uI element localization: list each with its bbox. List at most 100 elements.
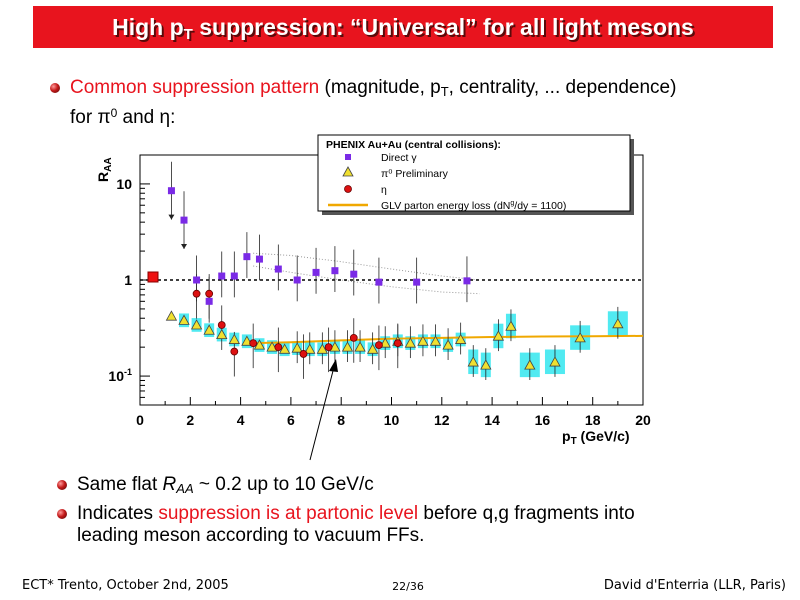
eta-point bbox=[349, 333, 358, 342]
bullet-3-highlight: suppression is at partonic level bbox=[158, 503, 419, 524]
footer-right: David d'Enterria (LLR, Paris) bbox=[603, 578, 786, 593]
x-tick-label: 18 bbox=[585, 412, 601, 428]
x-tick-label: 4 bbox=[237, 412, 245, 428]
pi0-point bbox=[366, 343, 379, 354]
eta-point bbox=[324, 343, 333, 352]
eta-point bbox=[205, 289, 214, 298]
pi0-point bbox=[291, 342, 303, 353]
glv-curve bbox=[253, 334, 644, 345]
bullet-icon bbox=[57, 480, 67, 490]
slide-title: High pT suppression: “Universal” for all… bbox=[112, 14, 694, 43]
direct-photon-point bbox=[218, 272, 226, 280]
footer-left: ECT* Trento, October 2nd, 2005 bbox=[22, 578, 229, 593]
x-tick-label: 12 bbox=[434, 412, 450, 428]
bullet-3-line-2: leading meson according to vacuum FFs. bbox=[77, 525, 425, 546]
chart-legend: PHENIX Au+Au (central collisions): Direc… bbox=[317, 134, 634, 215]
x-tick-label: 6 bbox=[287, 412, 295, 428]
direct-photon-point bbox=[180, 216, 188, 224]
legend-title: PHENIX Au+Au (central collisions): bbox=[326, 139, 501, 151]
direct-photon-point bbox=[167, 187, 175, 195]
pi0-point bbox=[278, 343, 291, 354]
pi0-point bbox=[454, 333, 467, 344]
bullet-2: Same flat RAA ~ 0.2 up to 10 GeV/c bbox=[77, 474, 374, 496]
x-tick-label: 16 bbox=[535, 412, 551, 428]
x-tick-label: 14 bbox=[484, 412, 500, 428]
pi0-point bbox=[228, 333, 240, 344]
pi0-point bbox=[612, 317, 624, 329]
bullet-1-line-2: for π0 and η: bbox=[70, 106, 176, 128]
pi0-point bbox=[524, 359, 536, 370]
pi0-point bbox=[341, 341, 354, 352]
pi0-point bbox=[316, 343, 329, 354]
pi0-point bbox=[442, 339, 454, 350]
upper-limit-arrowhead bbox=[168, 214, 175, 220]
y-tick-label: 10-1 bbox=[108, 367, 132, 384]
direct-photon-point bbox=[193, 276, 201, 284]
x-tick-label: 2 bbox=[186, 412, 194, 428]
pi0-point bbox=[216, 328, 228, 340]
pi0-point bbox=[304, 343, 316, 354]
pi0-point bbox=[190, 319, 203, 330]
legend-eta-label: η bbox=[381, 184, 387, 196]
x-tick-label: 10 bbox=[384, 412, 400, 428]
pi0-point bbox=[574, 332, 586, 343]
direct-photon-point bbox=[274, 265, 282, 273]
pi0-point bbox=[480, 359, 492, 370]
legend-eta-marker bbox=[344, 185, 352, 193]
eta-point bbox=[375, 341, 383, 350]
y-axis-label: RAA bbox=[95, 157, 114, 182]
pi0-point bbox=[549, 356, 561, 367]
footer-page-number: 22/36 bbox=[392, 580, 424, 593]
pi0-point bbox=[253, 339, 266, 350]
direct-photon-point bbox=[413, 278, 421, 286]
eta-point bbox=[274, 343, 283, 352]
direct-photon-point bbox=[331, 267, 339, 275]
pi0-point bbox=[203, 324, 215, 335]
direct-photon-point bbox=[312, 268, 320, 276]
data-points bbox=[165, 187, 624, 370]
eta-point bbox=[230, 347, 239, 356]
direct-photon-point bbox=[293, 276, 301, 284]
pi0-point bbox=[417, 335, 429, 346]
direct-photon-point bbox=[243, 253, 251, 261]
legend-glv-label: GLV parton energy loss (dNg/dy = 1100) bbox=[381, 200, 566, 212]
legend-pi0-label: π⁰ Preliminary bbox=[381, 168, 449, 180]
pi0-point bbox=[505, 320, 517, 331]
legend-direct-label: Direct γ bbox=[381, 152, 417, 164]
direct-photon-point bbox=[205, 297, 213, 305]
direct-photon-point bbox=[375, 278, 383, 286]
x-tick-label: 20 bbox=[635, 412, 651, 428]
y-tick-label: 1 bbox=[124, 272, 132, 288]
title-bar: High pT suppression: “Universal” for all… bbox=[33, 6, 773, 48]
direct-theory-curve bbox=[253, 265, 480, 295]
x-tick-label: 8 bbox=[337, 412, 345, 428]
eta-point bbox=[249, 339, 258, 348]
pi0-point bbox=[467, 356, 479, 367]
x-axis-label: pT (GeV/c) bbox=[562, 428, 630, 447]
bullet-icon bbox=[57, 509, 67, 519]
bullet-3-line-1: Indicates suppression is at partonic lev… bbox=[77, 503, 635, 524]
pi0-point bbox=[165, 310, 178, 321]
axes: 0 2 4 6 8 10 12 14 16 18 20 10 1 10-1 bbox=[108, 154, 651, 428]
eta-point bbox=[217, 321, 226, 329]
pi0-point bbox=[178, 314, 190, 325]
legend-pi0-marker bbox=[342, 166, 354, 177]
eta-point bbox=[299, 350, 308, 358]
pi0-point bbox=[492, 330, 505, 341]
direct-photon-point bbox=[230, 272, 238, 280]
upper-limit-arrowhead bbox=[181, 244, 188, 250]
direct-photon-point bbox=[463, 277, 471, 285]
pi0-point bbox=[429, 335, 442, 346]
ref-marker bbox=[147, 271, 159, 283]
annotation-arrow bbox=[309, 359, 338, 461]
bullet-1-highlight: Common suppression pattern bbox=[70, 77, 320, 98]
bullet-icon bbox=[50, 83, 60, 93]
pi0-point bbox=[354, 341, 366, 352]
direct-photon-point bbox=[350, 270, 358, 278]
legend-direct-marker bbox=[345, 154, 351, 160]
eta-point bbox=[192, 289, 201, 298]
y-tick-label: 10 bbox=[116, 176, 132, 192]
glv-line bbox=[253, 334, 644, 345]
direct-theory-band bbox=[253, 252, 480, 295]
